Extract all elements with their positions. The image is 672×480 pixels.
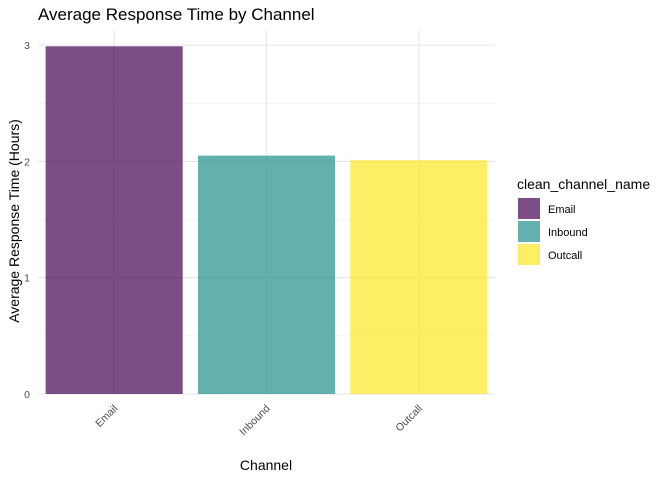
x-axis-title: Channel: [240, 457, 292, 473]
y-tick-label: 0: [24, 389, 30, 401]
legend-label: Outcall: [548, 250, 582, 262]
y-axis-title: Average Response Time (Hours): [6, 119, 22, 323]
x-tick-label: Outcall: [393, 403, 425, 435]
chart-title: Average Response Time by Channel: [38, 5, 315, 24]
x-tick-label: Inbound: [237, 403, 272, 438]
bar-inbound: [197, 155, 336, 394]
bars: [45, 46, 488, 394]
y-axis-ticks: 0 1 2 3: [24, 40, 30, 401]
legend: clean_channel_name Email Inbound Outcall: [517, 176, 650, 265]
legend-label: Inbound: [548, 227, 588, 239]
y-tick-label: 1: [24, 273, 30, 285]
x-axis-ticks: Email Inbound Outcall: [93, 403, 425, 438]
bar-outcall: [350, 160, 488, 394]
legend-swatch: [518, 244, 540, 265]
bar-email: [45, 46, 183, 394]
x-tick-label: Email: [93, 403, 120, 430]
legend-items: Email Inbound Outcall: [518, 198, 588, 265]
legend-swatch: [518, 221, 540, 242]
y-tick-label: 3: [24, 40, 30, 52]
legend-label: Email: [548, 204, 576, 216]
plot-panel: [38, 30, 495, 395]
legend-swatch: [518, 198, 540, 219]
legend-title: clean_channel_name: [517, 176, 650, 192]
y-tick-label: 2: [24, 156, 30, 168]
